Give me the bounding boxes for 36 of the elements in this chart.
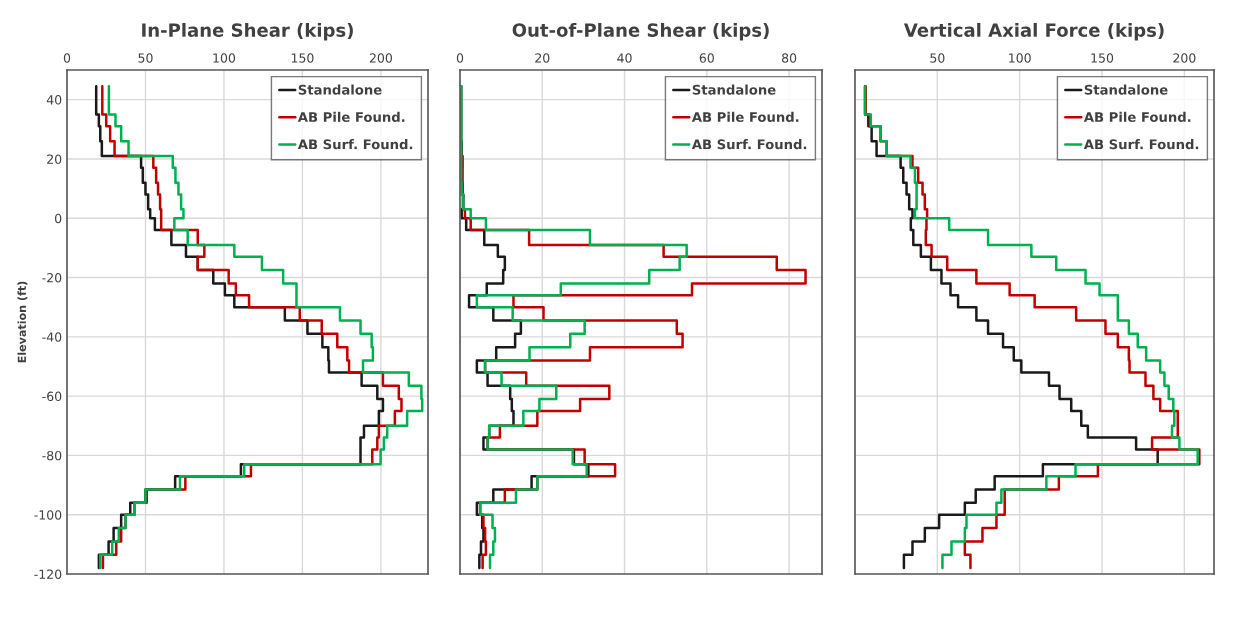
- chart-title: Out-of-Plane Shear (kips): [512, 22, 769, 41]
- x-tick-label: 150: [1091, 53, 1114, 63]
- y-tick-label: 40: [46, 95, 62, 105]
- x-tick-label: 100: [213, 53, 236, 63]
- x-tick-label: 200: [1173, 53, 1196, 63]
- legend-label: AB Pile Found.: [1083, 111, 1191, 123]
- x-tick-label: 150: [291, 53, 314, 63]
- x-tick-label: 80: [781, 53, 797, 63]
- legend-label: Standalone: [298, 84, 382, 95]
- y-axis-title: Elevation (ft): [17, 281, 28, 363]
- legend-label: AB Pile Found.: [297, 111, 405, 123]
- y-tick-label: -60: [42, 391, 62, 402]
- x-tick-label: 40: [617, 53, 632, 63]
- x-tick-label: 50: [138, 53, 153, 63]
- y-tick-label: -20: [42, 273, 62, 283]
- legend-label: Standalone: [692, 84, 776, 95]
- chart-title: Vertical Axial Force (kips): [903, 22, 1164, 41]
- y-tick-label: -80: [42, 450, 62, 461]
- x-tick-label: 200: [369, 53, 393, 63]
- x-tick-label: 100: [1009, 53, 1031, 63]
- y-tick-label: -100: [34, 510, 62, 520]
- legend-label: AB Surf. Found.: [1083, 139, 1199, 150]
- legend-label: AB Pile Found.: [691, 111, 799, 123]
- x-tick-label: 50: [930, 53, 945, 63]
- x-tick-label: 20: [535, 53, 550, 63]
- x-tick-label: 0: [63, 53, 71, 63]
- y-tick-label: -40: [42, 332, 62, 342]
- x-tick-label: 0: [456, 53, 464, 63]
- legend-label: AB Surf. Found.: [691, 139, 807, 150]
- legend-label: AB Surf. Found.: [297, 139, 413, 150]
- x-tick-label: 60: [699, 53, 714, 63]
- legend-label: Standalone: [1084, 84, 1168, 95]
- y-tick-label: -120: [34, 569, 62, 579]
- chart-title: In-Plane Shear (kips): [142, 22, 353, 41]
- y-tick-label: 20: [47, 154, 62, 164]
- y-tick-label: 0: [55, 213, 62, 224]
